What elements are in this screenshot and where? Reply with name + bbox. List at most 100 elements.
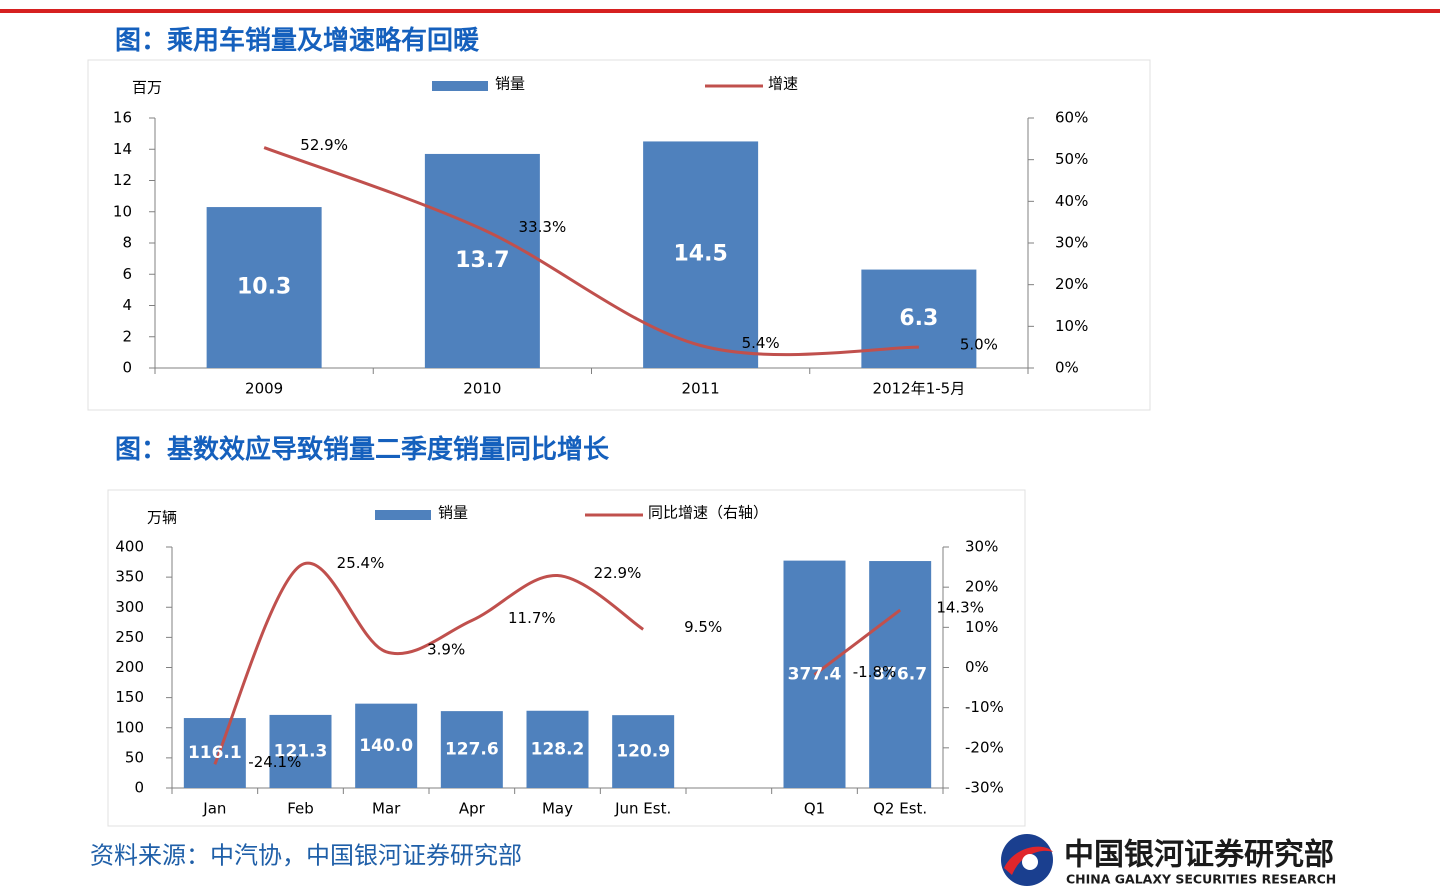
y-tick-label: 250 [115,628,144,646]
y-tick-label: 16 [113,109,132,127]
line-value-label: 9.5% [684,618,722,636]
y2-tick-label: 30% [1055,234,1088,252]
x-tick-label: May [542,800,573,818]
bar-value-label: 377.4 [788,664,842,684]
y-tick-label: 200 [115,658,144,676]
chart-title: 图：基数效应导致销量二季度销量同比增长 [115,434,610,465]
x-tick-label: Jun Est. [614,800,671,818]
line-value-label: 3.9% [427,640,465,658]
bar-value-label: 116.1 [188,743,242,763]
bar [355,703,418,788]
line-value-label: 25.4% [337,554,385,572]
line-value-label: 5.4% [742,334,780,352]
legend-swatch [375,510,431,520]
bar [206,207,322,368]
bar [183,718,246,788]
top-rule [0,9,1440,13]
bar [424,153,540,368]
line [213,561,644,765]
y-tick-label: 300 [115,598,144,616]
logo-name: 中国银河证券研究部 [1064,838,1334,873]
y2-tick-label: 0% [965,658,989,676]
y-tick-label: 6 [122,265,132,283]
logo-dot [1022,854,1038,870]
y-tick-label: 150 [115,688,144,706]
legend-label: 同比增速（右轴） [648,504,768,522]
y-tick-label: 12 [113,171,132,189]
y-tick-label: 400 [115,538,144,556]
x-tick-label: Q2 Est. [873,800,927,818]
x-tick-label: 2009 [245,380,283,398]
x-tick-label: Mar [372,800,401,818]
line-value-label: -1.8% [853,663,897,681]
bar [269,714,332,788]
y-tick-label: 14 [113,140,132,158]
line [263,146,919,357]
y-tick-label: 100 [115,718,144,736]
bar-value-label: 6.3 [899,306,938,331]
bar-value-label: 121.3 [274,741,328,761]
logo-swoosh [1004,846,1053,875]
y-tick-label: 4 [122,296,132,314]
y2-tick-label: -10% [965,698,1004,716]
legend-label: 增速 [768,75,798,93]
y2-tick-label: 50% [1055,150,1088,168]
y2-tick-label: -20% [965,738,1004,756]
bar [612,715,675,788]
y2-tick-label: 20% [1055,275,1088,293]
x-tick-label: Jan [202,800,226,818]
bar-value-label: 13.7 [455,248,509,273]
y-tick-label: 10 [113,202,132,220]
logo: 中国银河证券研究部 CHINA GALAXY SECURITIES RESEAR… [1001,834,1336,887]
y2-tick-label: 10% [965,618,998,636]
y2-tick-label: 30% [965,538,998,556]
y2-tick-label: 10% [1055,317,1088,335]
y-axis-unit: 百万 [132,79,162,97]
logo-name-en: CHINA GALAXY SECURITIES RESEARCH [1066,872,1336,887]
y2-tick-label: 0% [1055,359,1079,377]
y-tick-label: 50 [125,748,144,766]
chart-frame [107,489,1026,827]
line-value-label: 52.9% [300,136,348,154]
y2-tick-label: 60% [1055,109,1088,127]
bar [869,561,932,788]
legend-label: 销量 [495,75,525,93]
legend-label: 销量 [438,504,468,522]
y-tick-label: 350 [115,568,144,586]
bar-value-label: 376.7 [873,665,927,685]
y-tick-label: 0 [122,359,132,377]
x-tick-label: 2012年1-5月 [873,380,966,398]
line-value-label: 33.3% [519,218,567,236]
line-value-label: 14.3% [936,599,984,617]
bar [526,710,589,788]
y-tick-label: 0 [134,779,144,797]
bar-value-label: 140.0 [359,736,413,756]
legend-swatch [432,81,488,91]
source-note: 资料来源：中汽协，中国银河证券研究部 [90,842,522,870]
bar [861,269,977,368]
chart-frame [87,59,1151,411]
y-axis-unit: 万辆 [147,509,177,527]
bar-value-label: 127.6 [445,740,499,760]
y2-tick-label: 20% [965,578,998,596]
bar-value-label: 10.3 [237,275,291,300]
y-tick-label: 8 [122,234,132,252]
bar [440,711,503,788]
chart-title: 图：乘用车销量及增速略有回暖 [115,25,480,56]
x-tick-label: Q1 [804,800,825,818]
x-tick-label: Apr [459,800,486,818]
bar-value-label: 120.9 [616,742,670,762]
x-tick-label: Feb [287,800,314,818]
line-value-label: -24.1% [248,753,301,771]
bar-value-label: 14.5 [673,242,727,267]
bar-value-label: 128.2 [531,739,585,759]
line [813,608,902,676]
y-tick-label: 2 [122,327,132,345]
line-value-label: 5.0% [960,336,998,354]
x-tick-label: 2011 [682,380,720,398]
line-value-label: 22.9% [594,564,642,582]
y2-tick-label: 40% [1055,192,1088,210]
line-value-label: 11.7% [508,609,556,627]
x-tick-label: 2010 [463,380,501,398]
